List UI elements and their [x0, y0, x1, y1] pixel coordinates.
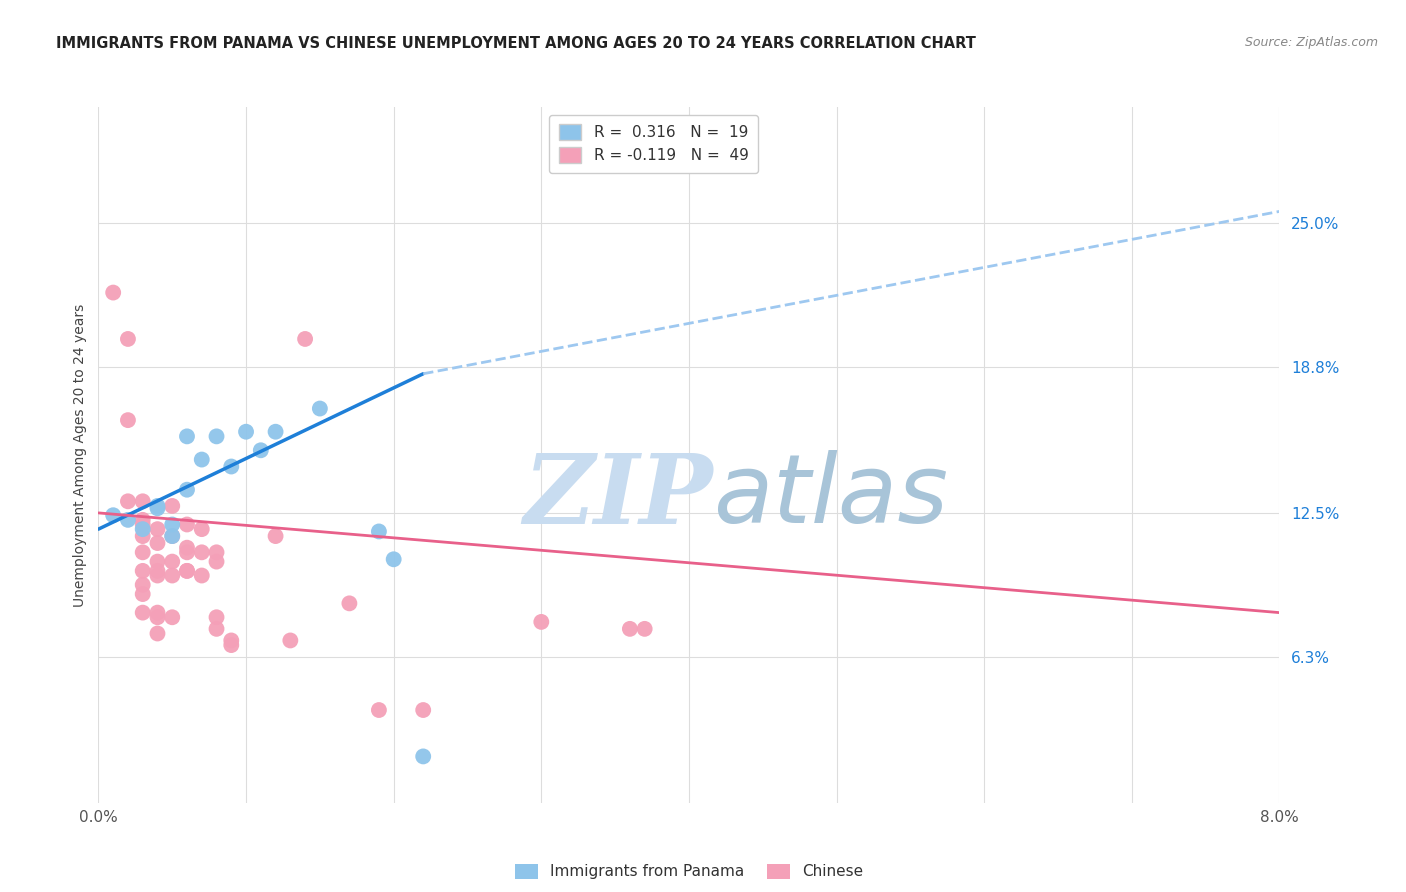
Point — [205, 545, 228, 559]
Point — [264, 529, 287, 543]
Point — [250, 443, 273, 458]
Point — [191, 452, 214, 467]
Point — [176, 517, 198, 532]
Text: IMMIGRANTS FROM PANAMA VS CHINESE UNEMPLOYMENT AMONG AGES 20 TO 24 YEARS CORRELA: IMMIGRANTS FROM PANAMA VS CHINESE UNEMPL… — [56, 36, 976, 51]
Point — [205, 555, 228, 569]
Point — [132, 529, 155, 543]
Point — [308, 401, 332, 416]
Text: Source: ZipAtlas.com: Source: ZipAtlas.com — [1244, 36, 1378, 49]
Point — [191, 568, 214, 582]
Point — [162, 529, 183, 543]
Text: atlas: atlas — [713, 450, 948, 543]
Point — [294, 332, 316, 346]
Point — [132, 564, 155, 578]
Point — [337, 596, 360, 610]
Point — [132, 494, 155, 508]
Point — [191, 522, 214, 536]
Point — [367, 524, 389, 539]
Point — [132, 522, 155, 536]
Point — [162, 568, 183, 582]
Point — [191, 545, 214, 559]
Point — [146, 501, 169, 516]
Point — [633, 622, 655, 636]
Point — [176, 564, 198, 578]
Point — [162, 529, 183, 543]
Point — [132, 578, 155, 592]
Point — [162, 517, 183, 532]
Point — [103, 508, 125, 523]
Point — [176, 545, 198, 559]
Point — [530, 615, 553, 629]
Point — [205, 429, 228, 443]
Point — [132, 517, 155, 532]
Point — [205, 610, 228, 624]
Point — [412, 749, 434, 764]
Point — [219, 638, 242, 652]
Point — [146, 606, 169, 620]
Point — [235, 425, 257, 439]
Point — [162, 555, 183, 569]
Point — [176, 483, 198, 497]
Point — [103, 285, 125, 300]
Point — [132, 513, 155, 527]
Point — [146, 568, 169, 582]
Point — [278, 633, 302, 648]
Point — [176, 541, 198, 555]
Point — [219, 459, 242, 474]
Point — [619, 622, 641, 636]
Point — [176, 429, 198, 443]
Point — [162, 499, 183, 513]
Point — [176, 564, 198, 578]
Point — [117, 494, 139, 508]
Point — [219, 633, 242, 648]
Point — [382, 552, 405, 566]
Point — [146, 555, 169, 569]
Point — [205, 622, 228, 636]
Point — [146, 564, 169, 578]
Point — [162, 610, 183, 624]
Point — [132, 587, 155, 601]
Point — [117, 332, 139, 346]
Point — [264, 425, 287, 439]
Point — [146, 610, 169, 624]
Point — [412, 703, 434, 717]
Point — [132, 545, 155, 559]
Point — [132, 606, 155, 620]
Y-axis label: Unemployment Among Ages 20 to 24 years: Unemployment Among Ages 20 to 24 years — [73, 303, 87, 607]
Point — [146, 626, 169, 640]
Point — [146, 499, 169, 513]
Legend: Immigrants from Panama, Chinese: Immigrants from Panama, Chinese — [509, 857, 869, 886]
Text: ZIP: ZIP — [523, 450, 713, 543]
Point — [367, 703, 389, 717]
Point — [146, 522, 169, 536]
Point — [117, 413, 139, 427]
Point — [117, 513, 139, 527]
Point — [146, 536, 169, 550]
